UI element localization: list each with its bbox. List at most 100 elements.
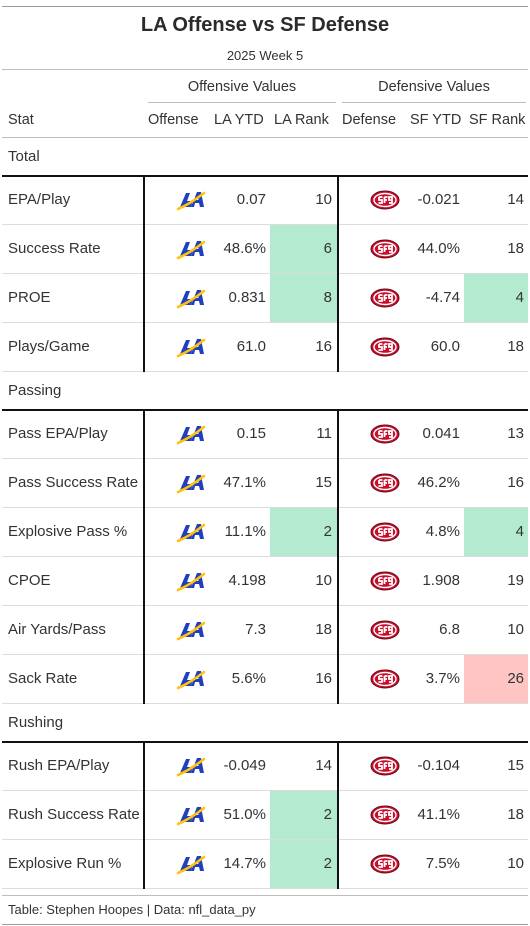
defense-divider (337, 410, 339, 704)
49ers-logo-icon (368, 557, 402, 605)
offense-spanner-rule (148, 102, 336, 103)
49ers-logo-icon (368, 655, 402, 703)
la-ytd-cell: 0.831 (228, 289, 266, 306)
colhead-rule (2, 137, 528, 138)
sf-rank-cell: 18 (507, 338, 524, 355)
sf-rank-highlight (464, 508, 528, 556)
col-sf-rank: SF Rank (469, 112, 526, 128)
table-row: CPOE 4.198 10 1.908 19 (2, 557, 528, 606)
la-rank-highlight (270, 840, 338, 888)
stat-cell: Success Rate (8, 240, 101, 257)
header-rule (2, 69, 528, 70)
la-rank-cell: 2 (323, 855, 332, 872)
sf-ytd-cell: -0.021 (417, 191, 460, 208)
sf-rank-cell: 14 (507, 191, 524, 208)
stat-cell: Pass EPA/Play (8, 425, 108, 442)
49ers-logo-icon (368, 606, 402, 654)
table-row: Explosive Pass % 11.1% 2 4.8% 4 (2, 508, 528, 557)
defense-divider (337, 176, 339, 372)
sf-ytd-cell: 44.0% (417, 240, 460, 257)
la-ytd-cell: 5.6% (231, 670, 266, 687)
sf-rank-cell: 16 (507, 474, 524, 491)
col-stat: Stat (8, 112, 34, 128)
stat-cell: Explosive Pass % (8, 523, 128, 540)
la-rank-cell: 2 (323, 523, 332, 540)
sf-rank-cell: 19 (507, 572, 524, 589)
49ers-logo-icon (368, 742, 402, 790)
stat-cell: Plays/Game (8, 338, 90, 355)
la-ytd-cell: 14.7% (223, 855, 266, 872)
group-label: Rushing (8, 714, 64, 731)
la-rank-highlight (270, 791, 338, 839)
bottom-rule (2, 924, 528, 925)
rams-logo-icon (174, 840, 208, 888)
sf-ytd-cell: 0.041 (422, 425, 460, 442)
sf-rank-highlight (464, 655, 528, 703)
la-ytd-cell: 0.07 (236, 191, 266, 208)
table-row: Pass EPA/Play 0.15 11 0.041 13 (2, 410, 528, 459)
49ers-logo-icon (368, 791, 402, 839)
stat-cell: Pass Success Rate (8, 474, 139, 491)
rams-logo-icon (174, 459, 208, 507)
rams-logo-icon (174, 225, 208, 273)
la-ytd-cell: 0.15 (236, 425, 266, 442)
la-rank-cell: 10 (315, 191, 332, 208)
rams-logo-icon (174, 323, 208, 371)
la-rank-highlight (270, 274, 338, 322)
la-ytd-cell: 48.6% (223, 240, 266, 257)
la-ytd-cell: 47.1% (223, 474, 266, 491)
offense-divider (143, 410, 145, 704)
sf-ytd-cell: 6.8 (439, 621, 460, 638)
sf-rank-highlight (464, 274, 528, 322)
sf-ytd-cell: 41.1% (417, 806, 460, 823)
49ers-logo-icon (368, 176, 402, 224)
group-rule (2, 741, 528, 743)
sf-rank-cell: 10 (507, 855, 524, 872)
col-la-ytd: LA YTD (214, 112, 264, 128)
sf-rank-cell: 15 (507, 757, 524, 774)
table-row: Rush EPA/Play -0.049 14 -0.104 15 (2, 742, 528, 791)
rams-logo-icon (174, 176, 208, 224)
table-title: LA Offense vs SF Defense (140, 14, 390, 36)
col-offense: Offense (148, 112, 199, 128)
sf-rank-cell: 13 (507, 425, 524, 442)
sf-rank-cell: 4 (515, 523, 524, 540)
la-ytd-cell: -0.049 (223, 757, 266, 774)
table-row: Plays/Game 61.0 16 60.0 18 (2, 323, 528, 372)
sf-ytd-cell: 1.908 (422, 572, 460, 589)
offense-divider (143, 176, 145, 372)
source-note: Table: Stephen Hoopes | Data: nfl_data_p… (8, 902, 256, 917)
49ers-logo-icon (368, 459, 402, 507)
stat-cell: Air Yards/Pass (8, 621, 106, 638)
la-rank-highlight (270, 508, 338, 556)
la-rank-cell: 14 (315, 757, 332, 774)
sf-ytd-cell: -0.104 (417, 757, 460, 774)
group-label: Passing (8, 382, 62, 399)
la-rank-cell: 16 (315, 338, 332, 355)
la-rank-highlight (270, 225, 338, 273)
sf-ytd-cell: 7.5% (425, 855, 460, 872)
49ers-logo-icon (368, 508, 402, 556)
rams-logo-icon (174, 410, 208, 458)
col-defense: Defense (342, 112, 397, 128)
rams-logo-icon (174, 508, 208, 556)
sf-ytd-cell: 3.7% (425, 670, 460, 687)
la-rank-cell: 8 (323, 289, 332, 306)
defensive-values-spanner: Defensive Values (378, 79, 490, 95)
stat-cell: Rush Success Rate (8, 806, 140, 823)
la-rank-cell: 2 (323, 806, 332, 823)
table-row: Success Rate 48.6% 6 44.0% 18 (2, 225, 528, 274)
49ers-logo-icon (368, 323, 402, 371)
sf-ytd-cell: 46.2% (417, 474, 460, 491)
stat-cell: Rush EPA/Play (8, 757, 110, 774)
rams-logo-icon (174, 274, 208, 322)
table-row: Explosive Run % 14.7% 2 7.5% 10 (2, 840, 528, 889)
col-la-rank: LA Rank (274, 112, 329, 128)
table-row: Air Yards/Pass 7.3 18 6.8 10 (2, 606, 528, 655)
sf-rank-cell: 18 (507, 240, 524, 257)
defense-divider (337, 742, 339, 889)
sf-ytd-cell: -4.74 (425, 289, 460, 306)
table-row: Pass Success Rate 47.1% 15 46.2% 16 (2, 459, 528, 508)
stat-cell: CPOE (8, 572, 51, 589)
